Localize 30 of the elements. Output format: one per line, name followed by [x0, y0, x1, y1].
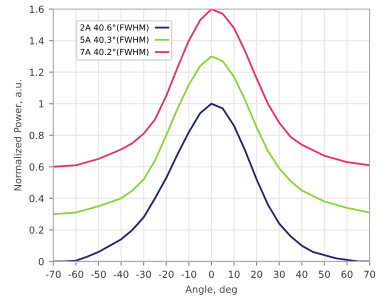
- x-tick-label: -30: [136, 270, 151, 278]
- x-tick-label: 70: [364, 270, 376, 278]
- y-tick-label: 0: [38, 258, 44, 266]
- y-tick-label: 0.4: [29, 194, 44, 202]
- y-tick-label: 0.8: [29, 132, 44, 140]
- x-tick-label: -40: [114, 270, 128, 278]
- y-tick-label: 1.4: [30, 37, 44, 44]
- x-axis-title: Angle, deg: [185, 285, 237, 295]
- y-tick-label: 1.6: [30, 6, 44, 13]
- legend-label: 5A 40.3°(FWHM): [80, 36, 148, 44]
- x-tick-label: 50: [318, 270, 330, 278]
- x-tick-label: 60: [341, 270, 353, 278]
- x-tick-label: 40: [296, 270, 308, 278]
- y-tick-label: 0.2: [29, 226, 44, 234]
- x-tick-label: 0: [209, 270, 214, 278]
- x-tick-label: -10: [181, 270, 196, 278]
- legend-label: 2A 40.6°(FWHM): [80, 24, 148, 32]
- y-tick-label: 1: [39, 100, 44, 108]
- x-tick-label: -60: [68, 270, 84, 278]
- x-tick-label: -70: [46, 270, 61, 278]
- legend-label: 7A 40.2°(FWHM): [80, 48, 148, 56]
- x-tick-label: 20: [251, 270, 262, 278]
- y-tick-label: 0.6: [29, 163, 44, 171]
- y-tick-label: 1.2: [30, 68, 44, 76]
- line-series: [53, 56, 370, 216]
- x-tick-label: -20: [158, 270, 174, 278]
- x-tick-label: 30: [274, 270, 285, 278]
- y-axis-title: Normalized Power, a.u.: [14, 80, 22, 190]
- x-tick-label: -50: [91, 270, 106, 278]
- x-tick-label: 10: [228, 270, 240, 278]
